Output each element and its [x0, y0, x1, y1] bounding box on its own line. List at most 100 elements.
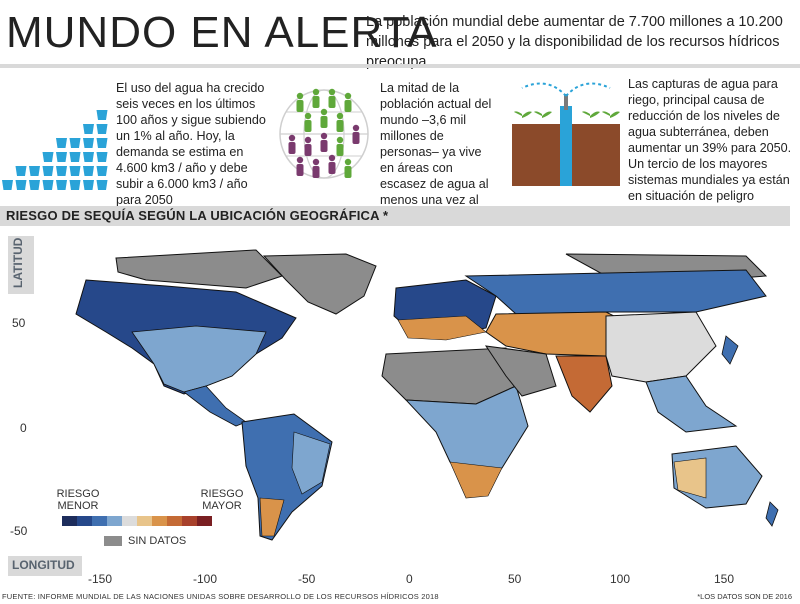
- glass-icon: [56, 152, 67, 162]
- glass-icon: [69, 166, 81, 176]
- person-icon: [312, 96, 320, 108]
- glass-icon: [42, 152, 54, 162]
- legend-swatch: [152, 516, 167, 526]
- irrigation-icon: [512, 82, 620, 186]
- glass-icon: [29, 180, 40, 190]
- person-icon: [320, 108, 328, 116]
- glass-icon: [96, 152, 108, 162]
- glass-icon: [69, 180, 81, 190]
- latitude-label: LATITUD: [11, 237, 25, 288]
- glass-icon: [83, 166, 94, 176]
- legend-swatch: [122, 516, 137, 526]
- population-text: La mitad de la población actual del mund…: [380, 81, 492, 223]
- data-year-note: *LOS DATOS SON DE 2016: [697, 592, 792, 601]
- person-icon: [288, 134, 296, 142]
- glass-icon: [2, 180, 13, 190]
- header-divider: [0, 64, 800, 68]
- person-icon: [344, 166, 352, 178]
- legend-swatch: [62, 516, 77, 526]
- person-icon: [320, 140, 328, 152]
- person-icon: [336, 112, 344, 120]
- india: [555, 355, 613, 413]
- drought-risk-map: [46, 236, 782, 558]
- legend-swatch: [77, 516, 92, 526]
- person-icon: [344, 100, 352, 112]
- japan: [721, 335, 739, 365]
- glass-icon: [96, 166, 108, 176]
- page-subtitle: La población mundial debe aumentar de 7.…: [366, 14, 783, 70]
- glass-icon: [56, 166, 67, 176]
- arctic-canada: [115, 249, 283, 289]
- latitude-label-box: LATITUD: [8, 236, 34, 294]
- xtick-100: 100: [610, 572, 631, 586]
- glass-icon: [83, 138, 94, 148]
- middle-east: [484, 345, 557, 397]
- glass-icon: [69, 138, 81, 148]
- person-icon: [328, 96, 336, 108]
- legend-swatch: [167, 516, 182, 526]
- central-america: [183, 385, 247, 427]
- person-icon: [296, 156, 304, 164]
- person-icon: [296, 100, 304, 112]
- person-icon: [304, 120, 312, 132]
- water-glasses-icon: [2, 110, 108, 190]
- person-icon: [296, 92, 304, 100]
- china: [605, 311, 717, 383]
- legend-swatch: [182, 516, 197, 526]
- ytick-0: 0: [20, 421, 27, 435]
- ytick-minus50: -50: [10, 524, 28, 538]
- glass-icon: [83, 180, 94, 190]
- longitude-label: LONGITUD: [12, 558, 75, 572]
- person-icon: [336, 120, 344, 132]
- person-icon: [336, 136, 344, 144]
- person-icon: [344, 92, 352, 100]
- person-icon: [352, 132, 360, 144]
- legend-low-label: RIESGO MENOR: [56, 488, 100, 512]
- person-icon: [304, 136, 312, 144]
- legend-swatch: [197, 516, 212, 526]
- patagonia: [259, 497, 285, 537]
- glass-icon: [56, 180, 67, 190]
- glass-icon: [96, 180, 108, 190]
- south-america-east: [291, 431, 331, 495]
- legend-high-label: RIESGO MAYOR: [200, 488, 244, 512]
- legend-swatch: [107, 516, 122, 526]
- glass-icon: [15, 166, 27, 176]
- person-icon: [328, 154, 336, 162]
- xtick-minus100: -100: [193, 572, 218, 586]
- usa-mixed: [131, 325, 267, 393]
- glass-icon: [83, 124, 94, 134]
- person-icon: [288, 142, 296, 154]
- glass-icon: [29, 166, 40, 176]
- glass-icon: [96, 110, 108, 120]
- xtick-150: 150: [714, 572, 735, 586]
- person-icon: [320, 132, 328, 140]
- xtick-0: 0: [406, 572, 413, 586]
- longitude-label-box: LONGITUD: [8, 556, 82, 576]
- person-icon: [304, 112, 312, 120]
- person-icon: [336, 144, 344, 156]
- xtick-minus50: -50: [298, 572, 316, 586]
- glass-icon: [96, 138, 108, 148]
- person-icon: [344, 158, 352, 166]
- southeast-asia: [645, 375, 738, 433]
- person-icon: [312, 88, 320, 96]
- glass-icon: [42, 180, 54, 190]
- person-icon: [328, 88, 336, 96]
- xtick-50: 50: [508, 572, 522, 586]
- people-globe-icon: [279, 88, 369, 179]
- ytick-50: 50: [12, 316, 26, 330]
- australia-west: [673, 457, 707, 499]
- legend-no-data-swatch: [104, 536, 122, 546]
- glass-icon: [56, 138, 67, 148]
- legend-no-data-label: SIN DATOS: [128, 535, 187, 547]
- legend-swatch: [137, 516, 152, 526]
- person-icon: [296, 164, 304, 176]
- source-note: FUENTE: INFORME MUNDIAL DE LAS NACIONES …: [2, 592, 439, 601]
- page-title: MUNDO EN ALERTA: [6, 8, 438, 57]
- glass-icon: [69, 152, 81, 162]
- russia: [464, 269, 767, 315]
- map-section-title: RIESGO DE SEQUÍA SEGÚN LA UBICACIÓN GEOG…: [6, 208, 389, 223]
- glass-icon: [42, 166, 54, 176]
- person-icon: [320, 116, 328, 128]
